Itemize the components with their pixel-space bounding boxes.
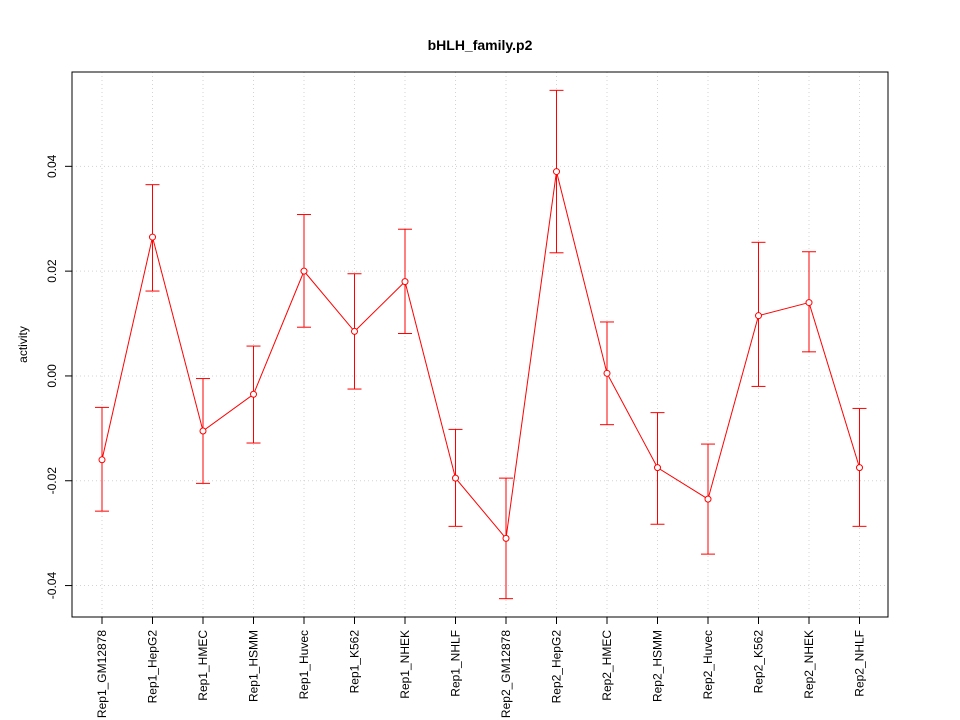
data-point bbox=[250, 390, 257, 398]
x-axis: Rep1_GM12878 Rep1_HepG2 Rep1_HMEC Rep1_HSMM… bbox=[95, 617, 867, 718]
chart-title: bHLH_family.p2 bbox=[428, 37, 533, 53]
plot-frame bbox=[71, 71, 889, 618]
data-point bbox=[351, 327, 358, 335]
y-axis: -0.04 -0.02 0.00 0.02 0.04 bbox=[45, 154, 72, 599]
y-tick-label: 0.02 bbox=[45, 259, 59, 283]
data-point bbox=[149, 233, 156, 241]
data-point bbox=[856, 464, 863, 472]
y-tick-label: 0.00 bbox=[45, 364, 59, 388]
series-line bbox=[101, 171, 860, 540]
x-tick-label: Rep1_NHEK bbox=[398, 630, 412, 699]
x-tick-label: Rep2_NHEK bbox=[802, 630, 816, 699]
y-axis-label: activity bbox=[16, 326, 30, 363]
data-point bbox=[805, 299, 813, 307]
x-tick-label: Rep2_HMEC bbox=[600, 630, 614, 701]
x-tick-label: Rep2_HepG2 bbox=[550, 630, 564, 704]
data-point bbox=[300, 267, 308, 275]
x-tick-label: Rep1_GM12878 bbox=[95, 630, 109, 718]
y-tick-label: -0.02 bbox=[45, 467, 59, 495]
data-point bbox=[199, 427, 207, 435]
x-tick-label: Rep1_Huvec bbox=[297, 630, 311, 699]
data-point bbox=[401, 278, 409, 286]
data-point bbox=[98, 456, 106, 464]
x-tick-label: Rep2_GM12878 bbox=[499, 630, 513, 718]
x-tick-label: Rep1_HMEC bbox=[196, 630, 210, 701]
data-point bbox=[603, 369, 611, 377]
y-tick-label: -0.04 bbox=[45, 572, 59, 600]
data-point bbox=[553, 168, 560, 176]
x-tick-label: Rep1_NHLF bbox=[449, 630, 463, 697]
x-tick-label: Rep1_K562 bbox=[348, 630, 362, 694]
series-activity bbox=[95, 89, 867, 600]
data-point bbox=[654, 464, 661, 472]
x-tick-label: Rep2_HSMM bbox=[651, 630, 665, 702]
x-tick-label: Rep1_HSMM bbox=[247, 630, 261, 702]
data-point bbox=[704, 495, 712, 503]
x-tick-label: Rep2_K562 bbox=[752, 630, 766, 694]
y-tick-label: 0.04 bbox=[45, 154, 59, 178]
x-tick-label: Rep2_Huvec bbox=[701, 630, 715, 699]
data-point bbox=[755, 312, 762, 320]
data-point bbox=[502, 534, 510, 542]
x-tick-label: Rep1_HepG2 bbox=[146, 630, 160, 704]
x-tick-label: Rep2_NHLF bbox=[853, 630, 867, 697]
data-point bbox=[452, 474, 459, 482]
